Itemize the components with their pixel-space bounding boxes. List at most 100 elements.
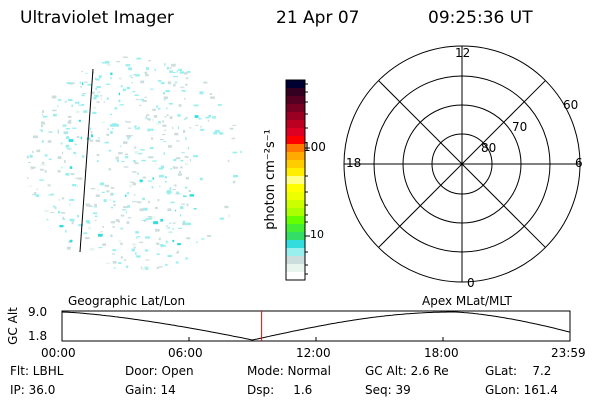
- image-pixel: [217, 104, 222, 106]
- image-pixel: [172, 165, 175, 169]
- image-pixel: [154, 206, 158, 209]
- image-pixel: [240, 150, 242, 154]
- image-pixel: [97, 233, 103, 237]
- image-pixel: [95, 194, 100, 197]
- image-pixel: [81, 70, 84, 72]
- image-pixel: [65, 128, 70, 130]
- image-pixel: [181, 90, 186, 92]
- image-pixel: [100, 98, 102, 100]
- image-pixel: [193, 104, 199, 107]
- image-pixel: [162, 124, 167, 127]
- image-pixel: [136, 172, 138, 175]
- image-pixel: [152, 160, 157, 162]
- image-pixel: [52, 109, 57, 112]
- image-pixel: [107, 128, 109, 131]
- image-pixel: [145, 259, 150, 261]
- colorbar-band: [286, 192, 305, 201]
- status-field: IP: 36.0: [10, 383, 56, 397]
- image-pixel: [82, 92, 87, 95]
- image-pixel: [110, 221, 116, 224]
- image-pixel: [173, 76, 178, 78]
- image-pixel: [68, 119, 72, 122]
- image-pixel: [88, 137, 91, 140]
- image-pixel: [48, 158, 52, 160]
- image-pixel: [180, 159, 184, 162]
- image-pixel: [63, 160, 66, 163]
- image-pixel: [189, 158, 192, 162]
- image-pixel: [164, 63, 166, 66]
- image-pixel: [50, 131, 53, 133]
- image-pixel: [154, 163, 157, 165]
- image-pixel: [189, 194, 195, 197]
- image-pixel: [109, 198, 112, 202]
- image-pixel: [106, 97, 109, 101]
- image-pixel: [162, 133, 166, 136]
- image-pixel: [66, 246, 71, 250]
- image-pixel: [113, 267, 116, 269]
- image-pixel: [46, 218, 49, 221]
- image-pixel: [126, 121, 131, 123]
- image-pixel: [167, 208, 172, 212]
- image-pixel: [114, 107, 118, 110]
- image-pixel: [137, 236, 141, 238]
- image-pixel: [134, 162, 139, 165]
- image-pixel: [134, 94, 139, 96]
- image-pixel: [122, 141, 128, 144]
- image-pixel: [174, 132, 179, 136]
- image-pixel: [93, 97, 97, 100]
- image-pixel: [105, 83, 111, 85]
- image-pixel: [152, 177, 155, 180]
- image-pixel: [185, 155, 189, 158]
- image-pixel: [65, 100, 68, 103]
- image-pixel: [140, 80, 145, 84]
- image-pixel: [95, 139, 101, 143]
- colorbar-tick-100: 100: [303, 140, 326, 154]
- xtick: 23:59: [551, 346, 586, 360]
- image-pixel: [141, 159, 146, 162]
- image-pixel: [125, 120, 128, 123]
- image-pixel: [196, 241, 198, 244]
- image-pixel: [185, 77, 189, 80]
- mlt-diagonal: [378, 163, 463, 248]
- image-pixel: [177, 126, 180, 130]
- image-pixel: [59, 224, 64, 228]
- image-pixel: [68, 98, 73, 102]
- image-pixel: [116, 60, 120, 63]
- image-pixel: [92, 111, 97, 114]
- lat-70: 70: [512, 120, 528, 134]
- image-pixel: [157, 80, 162, 82]
- image-pixel: [203, 81, 208, 84]
- image-pixel: [123, 259, 126, 261]
- colorbar-band: [286, 160, 305, 169]
- image-pixel: [111, 253, 115, 255]
- image-pixel: [108, 168, 112, 171]
- image-pixel: [118, 239, 121, 242]
- image-pixel: [199, 177, 203, 181]
- image-pixel: [150, 216, 155, 219]
- image-pixel: [57, 129, 59, 132]
- image-pixel: [131, 82, 134, 84]
- image-pixel: [33, 135, 38, 139]
- image-pixel: [89, 247, 95, 251]
- image-pixel: [44, 209, 49, 213]
- image-pixel: [71, 221, 74, 225]
- image-pixel: [113, 200, 116, 203]
- image-pixel: [184, 162, 189, 166]
- colorbar-label: photon cm⁻²s⁻¹: [262, 129, 278, 230]
- image-pixel: [198, 117, 202, 120]
- image-pixel: [91, 134, 94, 138]
- image-pixel: [163, 141, 167, 143]
- image-pixel: [172, 239, 175, 243]
- image-pixel: [139, 208, 144, 212]
- image-pixel: [86, 203, 89, 207]
- image-pixel: [100, 231, 103, 233]
- image-pixel: [200, 128, 205, 131]
- image-pixel: [187, 146, 190, 150]
- image-pixel: [150, 128, 154, 131]
- colorbar-band: [286, 216, 305, 225]
- image-pixel: [155, 122, 161, 125]
- image-pixel: [57, 170, 61, 173]
- image-pixel: [180, 166, 183, 169]
- image-pixel: [134, 125, 137, 128]
- image-pixel: [132, 201, 137, 203]
